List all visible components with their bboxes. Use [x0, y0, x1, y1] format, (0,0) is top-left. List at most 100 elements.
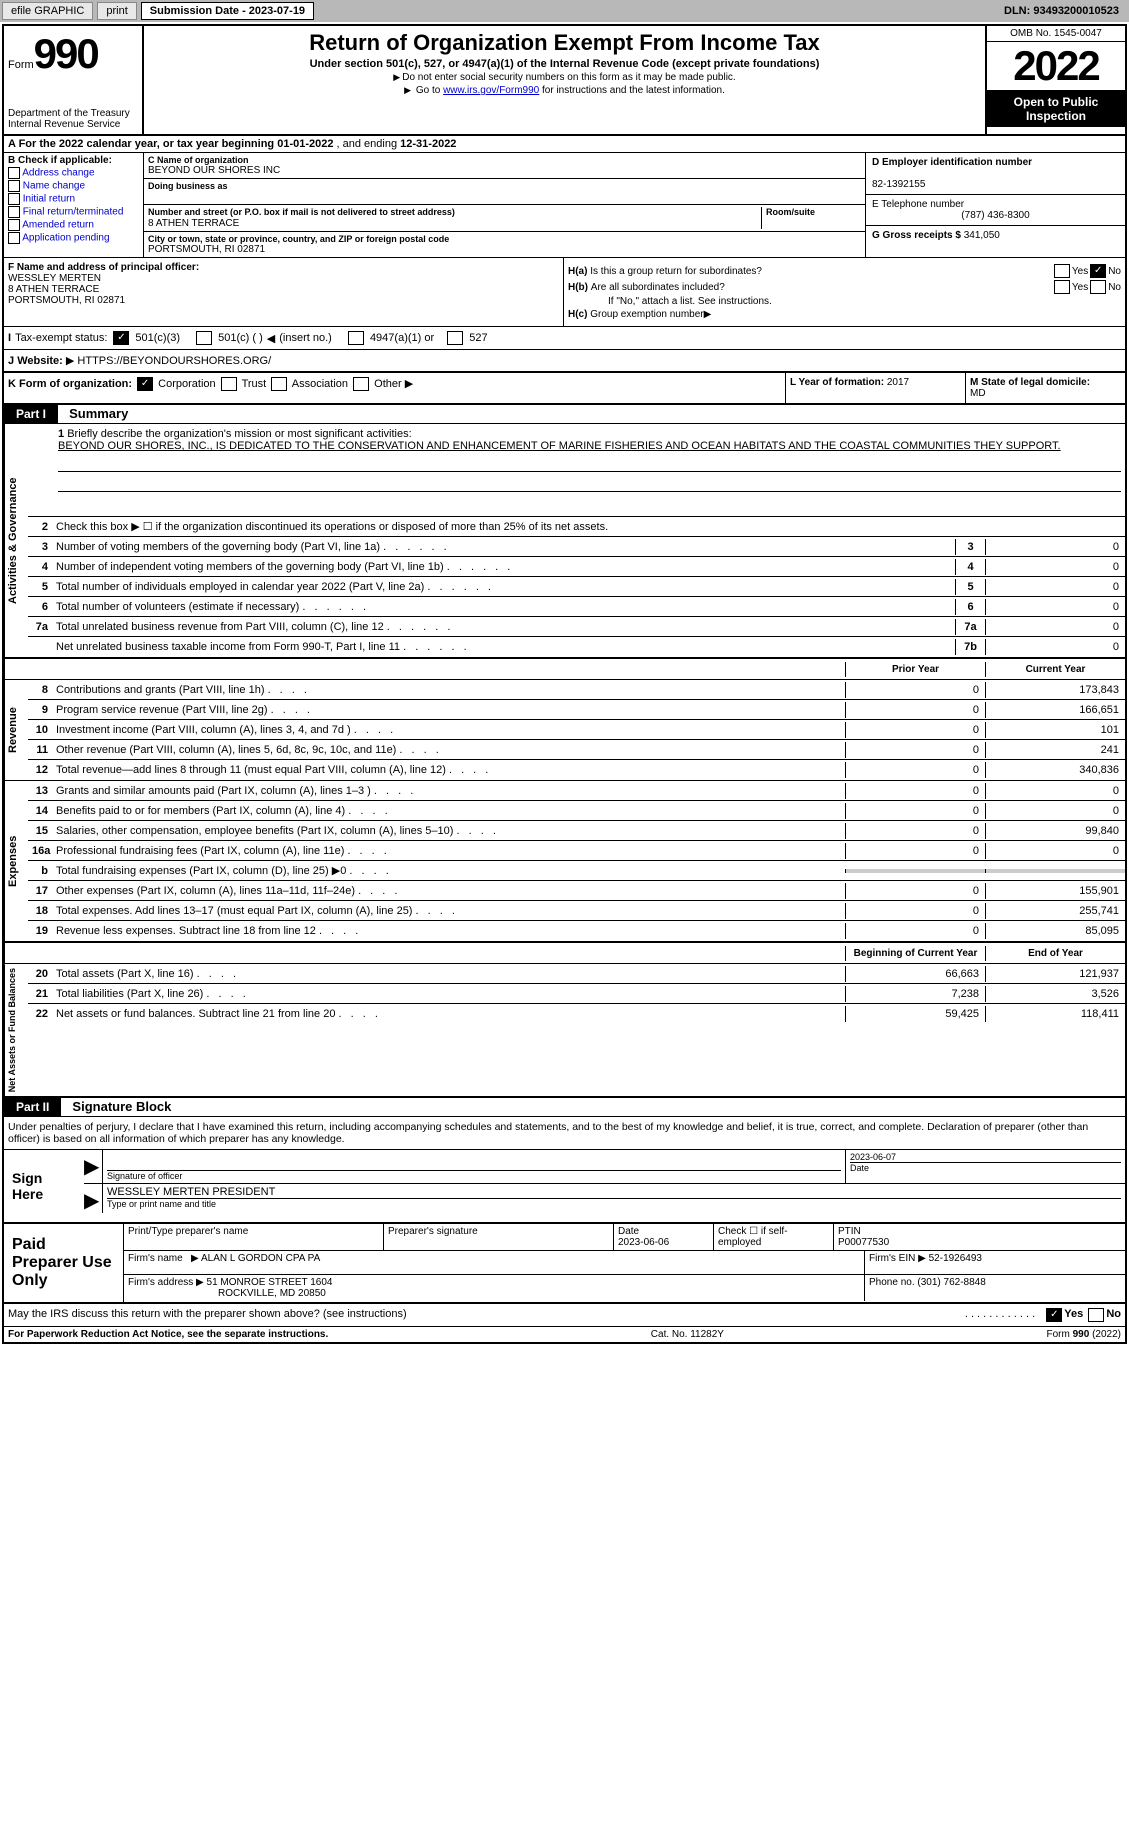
sig-arrow-icon-2: ▶ — [84, 1184, 102, 1213]
paid-preparer-label: Paid Preparer Use Only — [4, 1224, 124, 1302]
table-row: 18Total expenses. Add lines 13–17 (must … — [28, 901, 1125, 921]
hb-label: H(b) — [568, 282, 588, 293]
table-row: 17Other expenses (Part IX, column (A), l… — [28, 881, 1125, 901]
tax-year: 2022 — [987, 42, 1125, 91]
hb-yes[interactable] — [1054, 280, 1070, 294]
year-formation-label: L Year of formation: — [790, 377, 884, 388]
discuss-text: May the IRS discuss this return with the… — [8, 1308, 965, 1322]
table-row: Net unrelated business taxable income fr… — [28, 637, 1125, 657]
ptin-value: P00077530 — [838, 1237, 889, 1248]
paperwork-notice: For Paperwork Reduction Act Notice, see … — [8, 1329, 328, 1340]
addr-label: Number and street (or P.O. box if mail i… — [148, 207, 455, 217]
table-row: 20Total assets (Part X, line 16) . . . .… — [28, 964, 1125, 984]
officer-printed-name: WESSLEY MERTEN PRESIDENT — [107, 1186, 1121, 1198]
prep-date-label: Date — [618, 1226, 639, 1237]
discuss-no[interactable] — [1088, 1308, 1104, 1322]
firm-ein-label: Firm's EIN — [869, 1253, 915, 1264]
officer-addr1: 8 ATHEN TERRACE — [8, 284, 99, 295]
cb-corp[interactable]: ✓ — [137, 377, 153, 391]
table-row: 13Grants and similar amounts paid (Part … — [28, 781, 1125, 801]
side-expenses: Expenses — [4, 781, 28, 941]
mission-text: BEYOND OUR SHORES, INC., IS DEDICATED TO… — [58, 440, 1061, 452]
cb-name-change[interactable]: Name change — [8, 180, 139, 192]
table-row: 22Net assets or fund balances. Subtract … — [28, 1004, 1125, 1024]
cb-final-return[interactable]: Final return/terminated — [8, 206, 139, 218]
dba-label: Doing business as — [148, 181, 228, 202]
submission-date: Submission Date - 2023-07-19 — [141, 2, 314, 20]
cb-address-change[interactable]: Address change — [8, 167, 139, 179]
hc-text: Group exemption number — [590, 309, 703, 320]
table-row: 9Program service revenue (Part VIII, lin… — [28, 700, 1125, 720]
form-990: Form990 Department of the Treasury Inter… — [2, 24, 1127, 1344]
tel-value: (787) 436-8300 — [872, 210, 1119, 221]
table-row: 19Revenue less expenses. Subtract line 1… — [28, 921, 1125, 941]
ha-no[interactable]: ✓ — [1090, 264, 1106, 278]
table-row: 6Total number of volunteers (estimate if… — [28, 597, 1125, 617]
cb-4947[interactable] — [348, 331, 364, 345]
officer-name: WESSLEY MERTEN — [8, 273, 101, 284]
col-b-checkboxes: B Check if applicable: Address change Na… — [4, 153, 144, 257]
hdr-prior-year: Prior Year — [845, 662, 985, 677]
firm-name: ALAN L GORDON CPA PA — [201, 1253, 320, 1264]
form-title: Return of Organization Exempt From Incom… — [148, 30, 981, 56]
table-row: 15Salaries, other compensation, employee… — [28, 821, 1125, 841]
side-net-assets: Net Assets or Fund Balances — [4, 964, 28, 1096]
row-k-label: K Form of organization: — [8, 378, 132, 390]
cb-other[interactable] — [353, 377, 369, 391]
cb-501c3[interactable]: ✓ — [113, 331, 129, 345]
row-j-label: J — [8, 355, 14, 367]
line1-text: Briefly describe the organization's miss… — [67, 428, 411, 440]
city-state-zip: PORTSMOUTH, RI 02871 — [148, 244, 861, 255]
table-row: 16aProfessional fundraising fees (Part I… — [28, 841, 1125, 861]
hb-no[interactable] — [1090, 280, 1106, 294]
table-row: 4Number of independent voting members of… — [28, 557, 1125, 577]
cb-527[interactable] — [447, 331, 463, 345]
cb-501c[interactable] — [196, 331, 212, 345]
note-goto: Go to www.irs.gov/Form990 for instructio… — [148, 85, 981, 96]
gross-label: G Gross receipts $ — [872, 230, 961, 241]
phone-label: Phone no. — [869, 1277, 915, 1288]
officer-label: F Name and address of principal officer: — [8, 262, 199, 273]
prep-sig-label: Preparer's signature — [388, 1226, 478, 1237]
side-revenue: Revenue — [4, 680, 28, 780]
city-label: City or town, state or province, country… — [148, 234, 861, 244]
table-row: 8Contributions and grants (Part VIII, li… — [28, 680, 1125, 700]
dln: DLN: 93493200010523 — [1004, 5, 1127, 17]
ha-label: H(a) — [568, 266, 587, 277]
line2-text: Check this box ▶ ☐ if the organization d… — [52, 518, 1125, 535]
firm-addr2: ROCKVILLE, MD 20850 — [128, 1288, 326, 1299]
part2-title: Signature Block — [64, 1099, 171, 1114]
open-inspection: Open to Public Inspection — [987, 91, 1125, 127]
hdr-end-year: End of Year — [985, 946, 1125, 961]
table-row: 10Investment income (Part VIII, column (… — [28, 720, 1125, 740]
sig-date-value: 2023-06-07 — [850, 1152, 1121, 1162]
ha-yes[interactable] — [1054, 264, 1070, 278]
cb-app-pending[interactable]: Application pending — [8, 232, 139, 244]
discuss-yes[interactable]: ✓ — [1046, 1308, 1062, 1322]
note-ssn: Do not enter social security numbers on … — [148, 72, 981, 83]
sig-date-label: Date — [850, 1162, 1121, 1173]
firm-name-label: Firm's name — [128, 1253, 183, 1264]
state-domicile-label: M State of legal domicile: — [970, 377, 1090, 388]
col-b-label: B Check if applicable: — [8, 155, 112, 166]
hc-label: H(c) — [568, 309, 587, 320]
website-label: Website: — [17, 355, 63, 367]
toolbar: efile GRAPHIC print Submission Date - 20… — [0, 0, 1129, 22]
cb-assoc[interactable] — [271, 377, 287, 391]
gross-value: 341,050 — [964, 230, 1000, 241]
firm-addr-label: Firm's address — [128, 1277, 193, 1288]
irs-label: Internal Revenue Service — [8, 119, 138, 130]
org-name: BEYOND OUR SHORES INC — [148, 165, 861, 176]
cb-trust[interactable] — [221, 377, 237, 391]
street-address: 8 ATHEN TERRACE — [148, 218, 239, 229]
side-governance: Activities & Governance — [4, 424, 28, 657]
cb-initial-return[interactable]: Initial return — [8, 193, 139, 205]
cb-amended[interactable]: Amended return — [8, 219, 139, 231]
part1-header: Part I — [4, 405, 58, 423]
irs-link[interactable]: www.irs.gov/Form990 — [443, 85, 539, 96]
efile-button[interactable]: efile GRAPHIC — [2, 2, 93, 20]
print-button[interactable]: print — [97, 2, 136, 20]
dept-treasury: Department of the Treasury — [8, 108, 138, 119]
part2-header: Part II — [4, 1098, 61, 1116]
sig-arrow-icon: ▶ — [84, 1150, 102, 1183]
